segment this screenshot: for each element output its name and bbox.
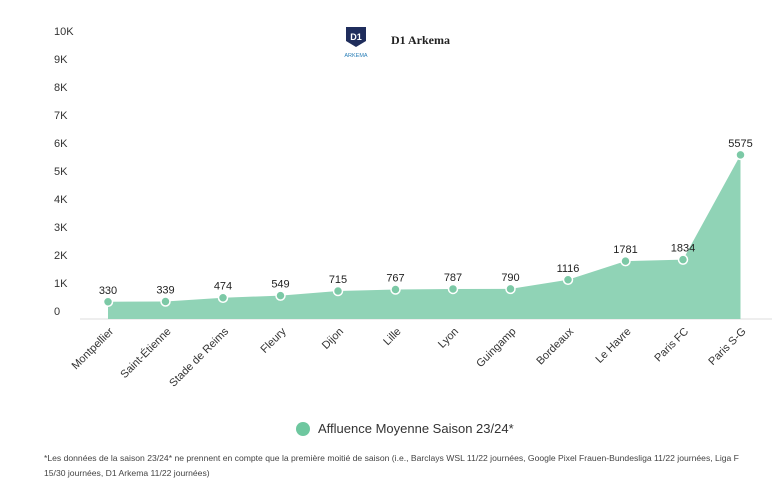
data-label: 790 <box>501 272 519 284</box>
chart-svg: D1 ARKEMA D1 Arkema 0 1K 2K 3K 4K 5K 6K 7K 8K 9K 1… <box>54 26 772 390</box>
x-tick-label: Saint-Étienne <box>118 325 174 381</box>
y-tick-label: 0 <box>54 306 60 318</box>
data-label: 787 <box>444 272 462 284</box>
y-tick-label: 4K <box>54 194 68 206</box>
x-tick-label: Montpellier <box>70 325 117 372</box>
series-area <box>108 154 741 319</box>
data-label: 715 <box>329 274 347 286</box>
x-tick-label: Dijon <box>320 326 346 352</box>
data-point[interactable] <box>217 292 229 303</box>
data-point[interactable] <box>447 283 459 295</box>
data-label: 549 <box>271 279 289 291</box>
data-label: 474 <box>214 281 232 293</box>
x-tick-label: Paris FC <box>652 326 691 365</box>
data-point[interactable] <box>275 290 286 301</box>
legend-label: Affluence Moyenne Saison 23/24* <box>318 421 514 436</box>
data-label: 1834 <box>671 243 695 255</box>
plot-area: 330 339 474 549 715 767 787 790 1116 1781 1834 5575 <box>80 138 772 320</box>
legend[interactable]: Affluence Moyenne Saison 23/24* <box>296 421 514 436</box>
data-point[interactable] <box>677 254 689 265</box>
data-point[interactable] <box>332 285 344 297</box>
y-tick-label: 3K <box>54 222 68 234</box>
data-label: 1781 <box>613 244 637 256</box>
y-tick-label: 7K <box>54 110 68 122</box>
y-axis: 0 1K 2K 3K 4K 5K 6K 7K 8K 9K 10K <box>54 26 74 318</box>
legend-swatch <box>296 421 310 436</box>
y-tick-label: 6K <box>54 138 68 150</box>
data-point[interactable] <box>390 284 401 295</box>
y-tick-label: 10K <box>54 26 74 38</box>
data-point[interactable] <box>562 274 574 286</box>
data-label: 339 <box>156 285 174 297</box>
chart-title: D1 Arkema <box>391 33 450 47</box>
y-tick-label: 5K <box>54 166 68 178</box>
data-label: 5575 <box>728 138 752 150</box>
x-tick-label: Paris S-G <box>706 326 748 368</box>
y-tick-label: 1K <box>54 278 68 290</box>
data-label: 767 <box>386 273 404 285</box>
x-tick-label: Bordeaux <box>534 325 576 367</box>
x-tick-label: Fleury <box>259 325 289 355</box>
y-tick-label: 8K <box>54 82 68 94</box>
data-point[interactable] <box>160 296 171 307</box>
data-label: 1116 <box>557 263 580 275</box>
logo-main-text: D1 <box>350 32 362 42</box>
y-tick-label: 2K <box>54 250 68 262</box>
data-label: 330 <box>99 285 117 297</box>
x-tick-label: Lille <box>381 326 403 348</box>
footnote: *Les données de la saison 23/24* ne pren… <box>44 453 739 478</box>
y-tick-label: 9K <box>54 54 68 66</box>
x-tick-label: Lyon <box>436 326 461 351</box>
d1-arkema-logo: D1 ARKEMA <box>344 27 368 59</box>
data-point[interactable] <box>102 296 114 308</box>
logo-sub-text: ARKEMA <box>344 53 368 59</box>
x-tick-label: Guingamp <box>474 326 518 370</box>
data-point[interactable] <box>505 283 516 295</box>
data-point[interactable] <box>735 149 746 161</box>
x-tick-label: Stade de Reims <box>167 325 231 389</box>
data-point[interactable] <box>620 255 631 267</box>
x-tick-label: Le Havre <box>594 326 634 366</box>
